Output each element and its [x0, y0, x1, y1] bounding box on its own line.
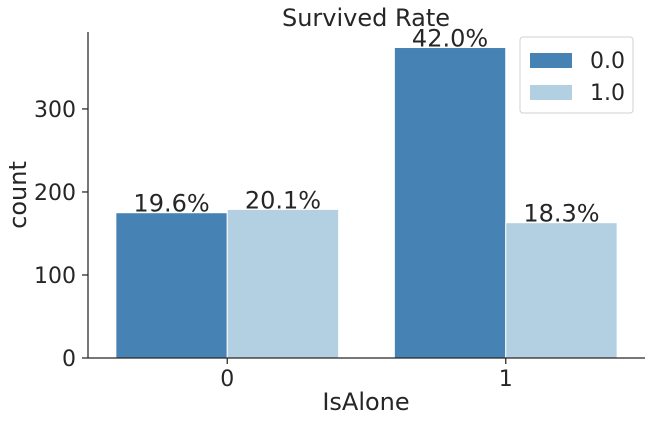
y-axis-label: count	[4, 161, 32, 229]
y-tick-label: 0	[62, 347, 76, 372]
bar-1.0-1	[505, 222, 618, 359]
data-label: 42.0%	[412, 25, 488, 53]
data-label: 19.6%	[133, 190, 209, 218]
x-tick-label: 0	[220, 367, 234, 392]
y-tick-label: 100	[34, 264, 76, 289]
legend-label: 1.0	[590, 81, 625, 106]
legend: 0.01.0	[519, 36, 634, 114]
data-label: 18.3%	[523, 200, 599, 228]
x-tick-label: 1	[499, 367, 513, 392]
bar-1.0-0	[226, 208, 340, 359]
y-tick-label: 200	[34, 181, 76, 206]
legend-label: 0.0	[590, 49, 625, 74]
chart-title: Survived Rate	[282, 4, 450, 32]
legend-swatch	[530, 85, 572, 100]
legend-swatch	[530, 53, 572, 68]
x-axis-label: IsAlone	[322, 388, 409, 416]
y-tick-label: 300	[34, 98, 76, 123]
plot-area: 0 100 200 300 19.6% 20.1% 0 42.0% 18.3% 1	[34, 25, 618, 392]
bar-0.0-1	[393, 47, 507, 359]
bar-0.0-0	[115, 212, 228, 359]
data-label: 20.1%	[245, 186, 321, 214]
